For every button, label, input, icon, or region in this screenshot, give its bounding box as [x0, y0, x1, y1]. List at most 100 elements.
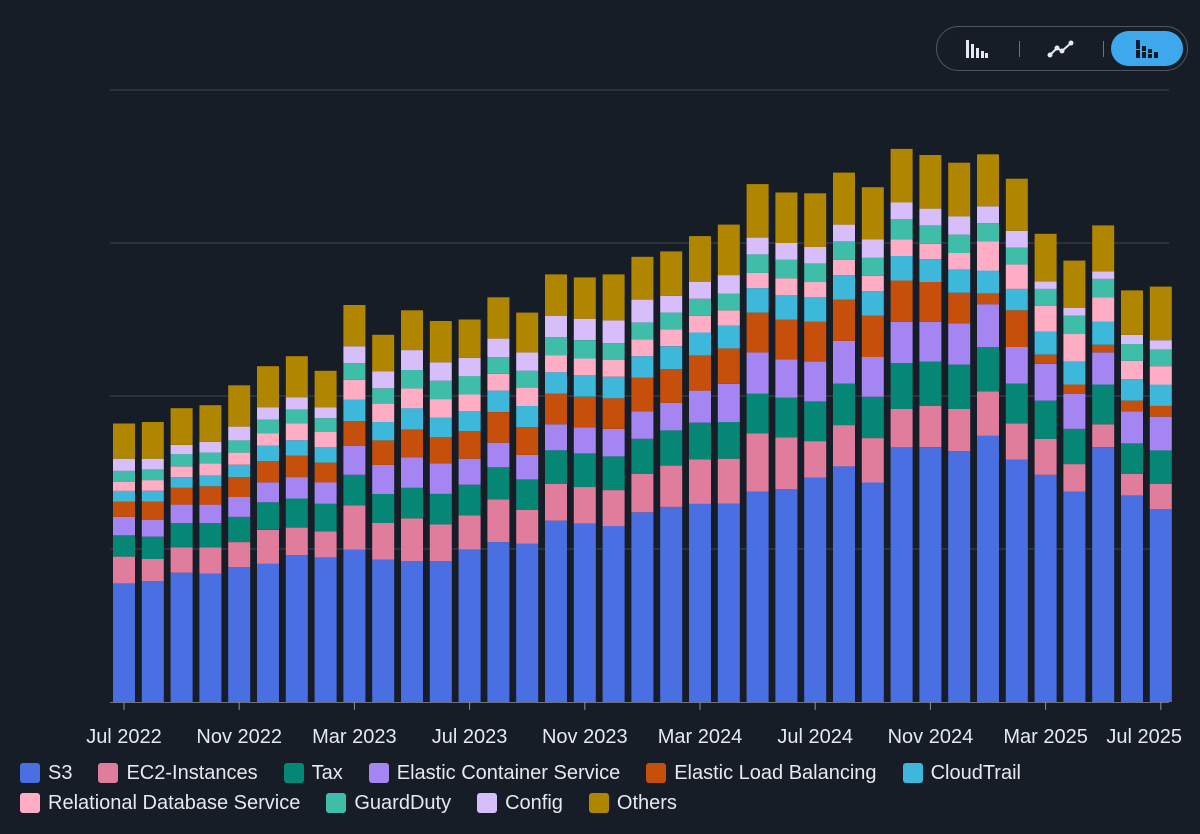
bar-stack — [170, 408, 193, 702]
bar-segment — [977, 154, 999, 207]
bar-segment — [977, 347, 999, 392]
bar-segment — [401, 310, 423, 351]
bar-segment — [1092, 271, 1115, 279]
bar-segment — [228, 497, 251, 517]
bar-segment — [833, 172, 855, 225]
bar-segment — [1121, 344, 1143, 361]
bar-segment — [257, 529, 279, 564]
bar-stack — [1121, 290, 1143, 702]
bar-segment — [401, 457, 423, 488]
bar-segment — [516, 352, 539, 371]
bar-segment — [689, 236, 711, 282]
legend-item[interactable]: Tax — [283, 762, 343, 784]
bar-stack — [1092, 225, 1115, 702]
bar-segment — [573, 453, 596, 488]
bar-segment — [401, 408, 423, 430]
bar-segment — [660, 506, 683, 702]
bar-stack — [429, 321, 452, 702]
bar-segment — [1063, 260, 1086, 308]
bar-segment — [804, 282, 827, 298]
bar-segment — [113, 556, 135, 584]
bar-segment — [113, 583, 135, 702]
bar-segment — [141, 501, 164, 520]
bar-segment — [1121, 474, 1143, 496]
bar-stack — [948, 162, 971, 702]
bar-segment — [141, 422, 164, 459]
x-tick-label: Mar 2024 — [658, 726, 743, 748]
bar-segment — [1092, 384, 1115, 425]
legend-item[interactable]: S3 — [20, 762, 72, 784]
bar-stack — [746, 184, 769, 702]
bar-segment — [919, 447, 942, 702]
bar-segment — [746, 312, 769, 353]
legend-item[interactable]: GuardDuty — [326, 792, 451, 814]
legend-swatch — [326, 793, 347, 813]
bar-segment — [861, 482, 884, 702]
bar-segment — [1005, 288, 1028, 311]
bar-stack — [717, 224, 740, 702]
bar-segment — [314, 531, 337, 558]
bar-segment — [890, 363, 913, 409]
bar-segment — [1034, 400, 1057, 439]
bar-segment — [977, 241, 999, 271]
bar-chart-view-button[interactable] — [951, 31, 1003, 66]
bar-stack — [372, 334, 395, 702]
bar-segment — [919, 282, 942, 322]
bar-segment — [689, 503, 711, 702]
bar-segment — [170, 445, 193, 455]
bar-segment — [1149, 405, 1172, 417]
bar-segment — [228, 464, 251, 478]
bar-segment — [1121, 379, 1143, 401]
bar-segment — [487, 297, 510, 339]
legend-label: EC2-Instances — [126, 761, 258, 784]
bar-segment — [746, 491, 769, 702]
x-tick-label: Nov 2022 — [196, 726, 282, 748]
bar-stack — [1005, 178, 1028, 702]
bar-segment — [401, 350, 423, 370]
bar-segment — [487, 412, 510, 443]
bar-segment — [602, 490, 625, 527]
bar-segment — [314, 447, 337, 463]
bar-stack — [660, 251, 683, 702]
bar-segment — [429, 561, 452, 702]
bar-segment — [660, 369, 683, 403]
legend-item[interactable]: EC2-Instances — [98, 761, 258, 784]
bar-segment — [429, 380, 452, 400]
bar-segment — [487, 499, 510, 543]
bar-segment — [890, 409, 913, 448]
bar-segment — [775, 259, 798, 279]
bar-stack — [1034, 233, 1057, 702]
bar-segment — [775, 437, 798, 490]
bar-segment — [170, 504, 193, 523]
bar-segment — [516, 387, 539, 406]
legend-label: Elastic Container Service — [396, 761, 621, 784]
line-chart-view-button[interactable] — [1035, 31, 1087, 66]
legend-item[interactable]: Elastic Load Balancing — [646, 762, 877, 784]
legend-item[interactable]: Others — [588, 791, 677, 814]
bar-segment — [458, 394, 481, 412]
bar-stack — [775, 192, 798, 702]
bar-segment — [746, 288, 769, 313]
bar-segment — [113, 423, 135, 459]
bar-segment — [948, 323, 971, 365]
bar-segment — [429, 524, 452, 562]
bar-segment — [257, 502, 279, 530]
bar-segment — [919, 243, 942, 260]
stacked-bar-chart-view-button[interactable] — [1111, 31, 1183, 66]
bar-segment — [170, 523, 193, 548]
bar-segment — [314, 370, 337, 408]
legend-item[interactable]: CloudTrail — [902, 762, 1021, 784]
legend-swatch — [368, 763, 389, 783]
bar-segment — [861, 239, 884, 258]
bar-segment — [1092, 424, 1115, 448]
legend-item[interactable]: Relational Database Service — [20, 792, 300, 814]
bar-segment — [487, 338, 510, 357]
bar-segment — [890, 239, 913, 256]
bar-segment — [833, 425, 855, 467]
legend-label: Others — [616, 791, 677, 814]
bar-segment — [861, 438, 884, 483]
legend-item[interactable]: Elastic Container Service — [368, 761, 621, 784]
bar-segment — [717, 310, 740, 326]
legend-item[interactable]: Config — [477, 792, 563, 814]
legend-swatch — [98, 763, 119, 783]
